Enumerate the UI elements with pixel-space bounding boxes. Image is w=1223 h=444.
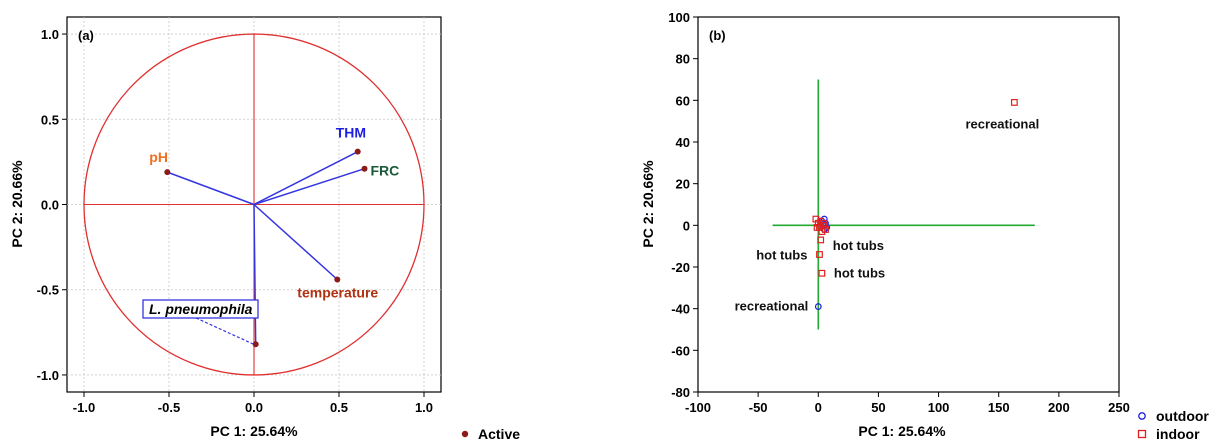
- panel-b-point-outdoor: [814, 303, 822, 310]
- panel-b-points: [812, 99, 1018, 310]
- legend-active-label: Active: [478, 426, 520, 442]
- panel-b-y-tick-label: -60: [671, 343, 690, 358]
- panel-b-point-indoor: [817, 221, 825, 229]
- panel-a-x-tick-label: 0.5: [330, 400, 348, 415]
- panel-b-x-tick-label: 250: [1108, 400, 1130, 415]
- panel-a-vector-endpoint: [164, 169, 171, 176]
- panel-b-y-tick-label: 60: [676, 93, 690, 108]
- panel-a-vector-label: FRC: [371, 163, 400, 179]
- panel-b-y-tick-label: 40: [676, 135, 690, 150]
- panel-a-label-box: [142, 299, 259, 319]
- panel-a-y-tick-label: 0.5: [41, 112, 59, 127]
- panel-b-y-axis-label: PC 2: 20.66%: [640, 160, 656, 248]
- panel-a-y-tick-label: 1.0: [41, 27, 59, 42]
- panel-a-x-tick-label: 0.0: [245, 400, 263, 415]
- panel-b-annotations: recreational hot tubs hot tubs hot tubs recr…: [735, 116, 1040, 313]
- panel-a-vector-line: [167, 171, 255, 206]
- panel-b-legend: outdoor indoor: [1137, 408, 1209, 442]
- panel-a-y-tick-label: -1.0: [37, 368, 59, 383]
- panel-b-x-tick-label: 150: [988, 400, 1010, 415]
- panel-a-vector-endpoint: [361, 165, 368, 172]
- panel-b-x-ticks: -100 -50 0 50 100 150 200 250: [685, 392, 1130, 415]
- panel-a-vector-endpoint: [334, 276, 341, 283]
- legend-outdoor-marker: [1138, 412, 1146, 420]
- panel-a-x-axis-label: PC 1: 25.64%: [210, 423, 298, 439]
- panel-b-point-indoor: [816, 251, 823, 258]
- panel-b-annotation: hot tubs: [833, 238, 884, 253]
- panel-a-vector-line: [253, 204, 257, 345]
- panel-b-x-axis-label: PC 1: 25.64%: [858, 423, 946, 439]
- panel-b-annotation: hot tubs: [756, 248, 807, 263]
- panel-b-point-indoor: [1010, 99, 1018, 106]
- panel-a-y-axis-label: PC 2: 20.66%: [9, 160, 25, 248]
- panel-b-x-tick-label: -100: [685, 400, 711, 415]
- panel-b-point-indoor: [818, 269, 826, 277]
- panel-a-x-ticks: -1.0 -0.5 0.0 0.5 1.0: [73, 392, 433, 415]
- panel-a-label: (a): [78, 28, 94, 43]
- panel-b-annotation: hot tubs: [834, 265, 885, 280]
- panel-a-vector-line: [253, 203, 338, 281]
- panel-b-plot-frame: [697, 16, 1120, 393]
- panel-b-point-indoor: [813, 224, 821, 231]
- panel-b-x-tick-label: 50: [871, 400, 885, 415]
- panel-b-annotation: recreational: [735, 299, 809, 314]
- panel-a-y-ticks: -1.0 -0.5 0.0 0.5 1.0: [37, 27, 67, 383]
- panel-b-y-tick-label: 0: [683, 218, 690, 233]
- panel-b-y-tick-label: -20: [671, 260, 690, 275]
- panel-b-x-tick-label: 0: [815, 400, 822, 415]
- panel-b-point-indoor: [817, 236, 825, 244]
- panel-b-point-indoor: [822, 226, 829, 233]
- panel-a-y-tick-label: 0.0: [41, 198, 59, 213]
- panel-a-vector-label: THM: [336, 125, 366, 141]
- panel-a-vector-label: L. pneumophila: [149, 301, 253, 317]
- panel-b-x-tick-label: 100: [928, 400, 950, 415]
- panel-a-vector-endpoint: [354, 148, 361, 155]
- panel-b-annotation: recreational: [965, 116, 1039, 131]
- panel-a-vector-endpoint: [252, 341, 259, 348]
- panel-b-y-tick-label: 20: [676, 177, 690, 192]
- panel-a-x-tick-label: -1.0: [73, 400, 95, 415]
- panel-b-y-tick-label: 80: [676, 52, 690, 67]
- panel-b-y-ticks: -80 -60 -40 -20 0 20 40 60 80 100: [668, 10, 698, 400]
- panel-a-vector-label: pH: [149, 149, 168, 165]
- panel-a-y-tick-label: -0.5: [37, 283, 59, 298]
- legend-outdoor-label: outdoor: [1156, 408, 1209, 424]
- panel-a-x-tick-label: -0.5: [158, 400, 180, 415]
- panel-a-vector-line: [253, 167, 365, 206]
- panel-a-legend: Active: [461, 426, 520, 442]
- panel-b-point-indoor: [818, 228, 826, 235]
- panel-a-x-tick-label: 1.0: [415, 400, 433, 415]
- panel-a-vector-line: [253, 150, 359, 206]
- panel-a-loadings-plot: pH THM FRC temperature L. pneumophila -1.0 -0…: [9, 16, 520, 442]
- panel-a-vectors: [164, 148, 368, 348]
- panel-b-label: (b): [709, 28, 726, 43]
- panel-b-x-tick-label: -50: [749, 400, 768, 415]
- panel-a-label-leader-line: [195, 317, 254, 345]
- panel-b-y-tick-label: 100: [668, 10, 690, 25]
- panel-a-vector-label: temperature: [297, 285, 378, 301]
- panel-b-x-tick-label: 200: [1048, 400, 1070, 415]
- panel-b-scores-plot: recreational hot tubs hot tubs hot tubs recr…: [640, 10, 1209, 442]
- panel-b-point-indoor: [820, 221, 828, 229]
- panel-a-vector-labels: pH THM FRC temperature L. pneumophila: [142, 125, 400, 345]
- panel-b-y-tick-label: -40: [671, 302, 690, 317]
- legend-indoor-marker: [1137, 429, 1147, 439]
- legend-indoor-label: indoor: [1156, 426, 1200, 442]
- panel-b-y-tick-label: -80: [671, 385, 690, 400]
- legend-active-marker: [461, 430, 469, 438]
